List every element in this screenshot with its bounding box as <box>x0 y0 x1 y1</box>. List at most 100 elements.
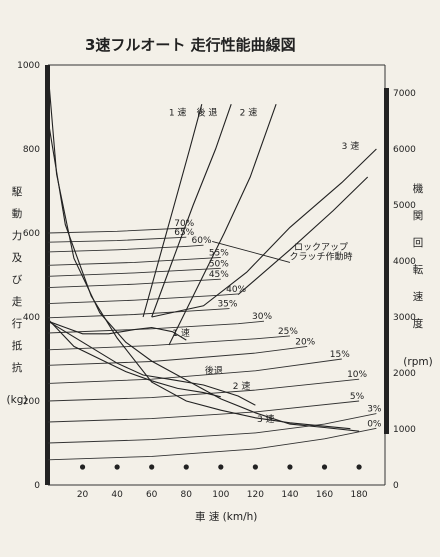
resistance-curve <box>47 267 221 277</box>
series-line <box>47 320 256 406</box>
series-line <box>47 119 351 430</box>
y-right-label-char: 機 <box>413 182 424 195</box>
y-left-label-char: び <box>12 274 23 286</box>
y-right-tick-label: 5000 <box>393 201 416 211</box>
x-tick-label: 120 <box>247 490 264 500</box>
grade-label: 10% <box>347 370 367 380</box>
resistance-curve <box>47 427 377 461</box>
lockup-label-1: ロックアップ <box>294 242 348 253</box>
y-left-label-char: 行 <box>12 317 23 330</box>
grade-label: 55% <box>209 248 229 258</box>
y-left-tick-label: 400 <box>23 313 40 323</box>
grade-label: 0% <box>367 419 382 429</box>
resistance-curve <box>47 345 308 366</box>
x-tick-label: 60 <box>146 490 158 500</box>
gear-2-curve-label: 2 速 <box>233 381 251 392</box>
x-tick-dot <box>79 464 86 470</box>
left-axis-bar <box>45 65 50 485</box>
resistance-curve <box>47 358 342 384</box>
y-right-tick-label: 3000 <box>393 313 416 323</box>
resistance-curves: 70%65%60% 55%50%45% 40% 35% 30% 25%20% 15% 10% 5… <box>47 219 382 461</box>
x-tick-label: 180 <box>350 490 367 500</box>
y-right-tick-label: 2000 <box>393 369 416 379</box>
gear-1-label: 1 速 <box>169 107 187 118</box>
chart-title: 3速フルオート 走行性能曲線図 <box>85 36 296 54</box>
grade-label: 50% <box>209 259 229 269</box>
y-right-unit: (rpm) <box>403 356 432 368</box>
y-left-label-char: 及 <box>12 252 23 264</box>
y-left-tick-label: 600 <box>23 229 40 239</box>
x-tick-dot <box>114 464 120 470</box>
y-left-label-char: 駆 <box>12 186 23 198</box>
y-left-tick-label: 0 <box>34 481 40 491</box>
y-left-tick-label: 200 <box>23 397 40 407</box>
x-tick-label: 140 <box>281 490 298 500</box>
y-right-label-char: 速 <box>413 291 424 303</box>
resistance-curve <box>47 400 360 423</box>
right-axis-bar <box>384 88 389 434</box>
grade-label: 40% <box>226 285 246 295</box>
x-tick-dot <box>149 464 155 470</box>
y-right-label-char: 回 <box>413 237 424 249</box>
x-tick-label: 100 <box>212 490 229 500</box>
x-tick-dot <box>321 464 328 470</box>
lockup-pointer <box>212 240 291 263</box>
x-axis-label: 車 速 (km/h) <box>195 510 257 523</box>
x-tick-dot <box>218 464 224 470</box>
y-left-label-char: 力 <box>12 229 23 242</box>
resistance-curve <box>47 320 265 334</box>
grade-label: 5% <box>350 392 365 402</box>
grade-label: 20% <box>295 337 315 347</box>
x-tick-label: 20 <box>77 490 89 500</box>
series-line <box>47 318 221 398</box>
resistance-curve <box>47 335 290 351</box>
y-right-tick-label: 7000 <box>393 89 416 99</box>
y-left-unit: (kg) <box>7 394 28 406</box>
y-right-label-char: 転 <box>413 264 424 276</box>
axes: 0 200 400 600 800 1000 0 1000 2000 3000 4000 5000 60… <box>7 61 433 500</box>
y-left-tick-label: 800 <box>23 145 40 155</box>
series-line <box>151 104 232 318</box>
reverse-curve-label: 後退 <box>205 365 223 377</box>
grade-label: 45% <box>209 270 229 280</box>
gear-1-curve-label: 1 速 <box>172 328 190 339</box>
gear-3-curve-label: 3 速 <box>257 414 275 425</box>
resistance-curve <box>47 293 239 305</box>
x-tick-dot <box>287 464 293 470</box>
series-line <box>142 104 203 318</box>
x-tick-label: 160 <box>316 490 333 500</box>
x-tick-dot <box>252 464 258 470</box>
x-tick-dot <box>356 464 362 470</box>
grade-label: 35% <box>217 300 237 310</box>
gear-reverse-label: 後 退 <box>197 106 218 118</box>
y-right-label-char: 関 <box>413 210 424 222</box>
grade-label: 65% <box>174 228 194 238</box>
x-tick-label: 40 <box>111 490 123 500</box>
series-line <box>237 176 369 296</box>
y-left-label-char: 抗 <box>12 361 23 374</box>
grade-label: 15% <box>330 350 350 360</box>
resistance-curve <box>47 244 204 253</box>
grade-label: 70% <box>174 219 194 229</box>
grade-label: 25% <box>278 327 298 337</box>
plot-frame <box>45 64 389 486</box>
y-right-tick-label: 1000 <box>393 425 416 435</box>
series-line <box>168 104 277 346</box>
x-tick-dot <box>183 464 189 470</box>
y-right-label-char: 度 <box>413 317 424 330</box>
resistance-curve <box>47 278 221 289</box>
y-right-tick-label: 6000 <box>393 145 416 155</box>
grade-label: 30% <box>252 312 272 322</box>
y-right-tick-label: 0 <box>393 481 399 491</box>
x-tick-label: 80 <box>181 490 193 500</box>
y-left-label-char: 走 <box>12 296 23 308</box>
resistance-curve <box>47 413 377 444</box>
gear-2-label: 2 速 <box>240 107 258 118</box>
y-left-label-char: 抵 <box>12 339 23 352</box>
grade-label: 3% <box>367 405 382 415</box>
series-line <box>151 148 377 318</box>
data-curves <box>47 71 377 432</box>
